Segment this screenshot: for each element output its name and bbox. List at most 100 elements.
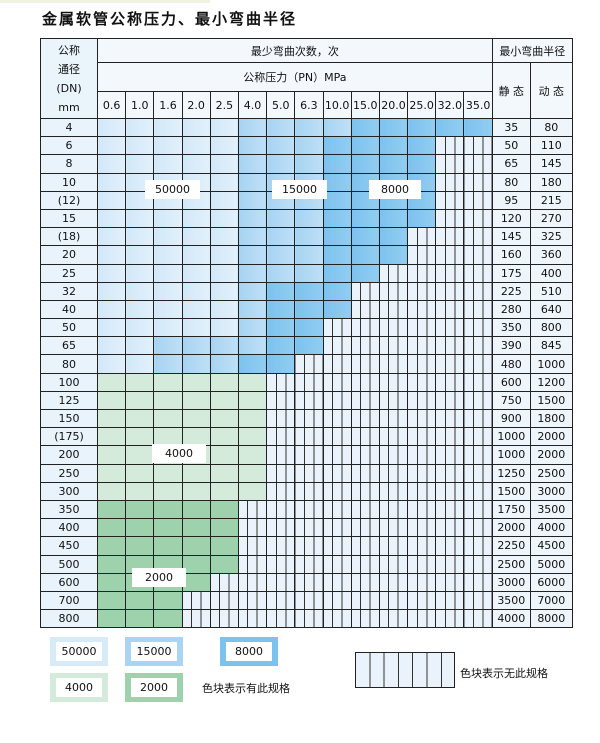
no-spec-cell bbox=[350, 590, 380, 611]
spec-cell bbox=[209, 318, 239, 338]
spec-cell bbox=[294, 336, 324, 356]
table-row: 300 1500 3000 bbox=[40, 481, 573, 501]
spec-cell bbox=[125, 590, 155, 611]
spec-cell bbox=[153, 499, 183, 520]
spec-cell bbox=[237, 408, 268, 429]
no-spec-cell bbox=[435, 427, 465, 447]
no-spec-cell bbox=[407, 263, 437, 283]
table-row: 800 4000 8000 bbox=[40, 609, 573, 629]
no-spec-cell bbox=[407, 354, 437, 374]
pressure-col-header: 4.0 bbox=[237, 91, 268, 119]
no-spec-cell bbox=[463, 536, 493, 556]
no-spec-cell bbox=[350, 281, 380, 301]
no-spec-cell bbox=[237, 572, 268, 592]
spec-cell bbox=[209, 227, 239, 247]
spec-cell bbox=[266, 245, 296, 265]
table-row: 50 350 800 bbox=[40, 318, 573, 338]
dn-cell: 350 bbox=[40, 499, 98, 520]
legend-no-spec-text: 色块表示无此规格 bbox=[460, 667, 548, 680]
static-radius-cell: 2500 bbox=[491, 554, 531, 574]
table-row: 4 35 80 bbox=[40, 117, 573, 138]
no-spec-cell bbox=[463, 481, 493, 501]
no-spec-cell bbox=[266, 518, 296, 538]
no-spec-cell bbox=[322, 354, 352, 374]
no-spec-cell bbox=[435, 463, 465, 483]
no-spec-cell bbox=[407, 518, 437, 538]
table-row: 20 160 360 bbox=[40, 245, 573, 265]
spec-cell bbox=[237, 299, 268, 320]
spec-cell bbox=[322, 208, 352, 229]
pressure-col-header: 6.3 bbox=[294, 91, 324, 119]
spec-cell bbox=[181, 263, 211, 283]
spec-cell bbox=[294, 136, 324, 156]
no-spec-cell bbox=[463, 172, 493, 192]
decorative-top-bar bbox=[0, 0, 210, 3]
no-spec-cell bbox=[322, 499, 352, 520]
spec-cell bbox=[237, 117, 268, 138]
legend-swatch-15000: 15000 bbox=[125, 637, 183, 666]
spec-cell bbox=[125, 245, 155, 265]
spec-cell bbox=[125, 117, 155, 138]
spec-cell bbox=[153, 208, 183, 229]
spec-cell bbox=[153, 245, 183, 265]
static-header: 静 态 bbox=[491, 62, 531, 119]
spec-cell bbox=[125, 354, 155, 374]
dynamic-header: 动 态 bbox=[529, 62, 573, 119]
spec-cell bbox=[209, 499, 239, 520]
dynamic-radius-cell: 640 bbox=[529, 299, 573, 320]
spec-cell bbox=[153, 227, 183, 247]
no-spec-cell bbox=[435, 354, 465, 374]
no-spec-cell bbox=[407, 554, 437, 574]
spec-cell bbox=[294, 117, 324, 138]
spec-cell bbox=[96, 299, 127, 320]
no-spec-cell bbox=[294, 445, 324, 465]
spec-cell bbox=[294, 227, 324, 247]
no-spec-cell bbox=[463, 390, 493, 411]
region-label-2000: 2000 bbox=[132, 568, 186, 587]
spec-cell bbox=[209, 518, 239, 538]
spec-cell bbox=[125, 518, 155, 538]
dn-cell: (18) bbox=[40, 227, 98, 247]
no-spec-cell bbox=[407, 318, 437, 338]
no-spec-cell bbox=[378, 463, 409, 483]
spec-cell bbox=[96, 427, 127, 447]
dn-cell: 100 bbox=[40, 372, 98, 392]
no-spec-cell bbox=[378, 336, 409, 356]
spec-cell bbox=[125, 336, 155, 356]
static-radius-cell: 65 bbox=[491, 154, 531, 174]
spec-cell bbox=[350, 227, 380, 247]
no-spec-cell bbox=[266, 463, 296, 483]
spec-cell bbox=[209, 136, 239, 156]
table-row: 8 65 145 bbox=[40, 154, 573, 174]
dynamic-radius-cell: 1200 bbox=[529, 372, 573, 392]
spec-cell bbox=[125, 499, 155, 520]
table-row: 15 120 270 bbox=[40, 208, 573, 229]
no-spec-cell bbox=[294, 372, 324, 392]
no-spec-cell bbox=[435, 390, 465, 411]
dn-cell: 700 bbox=[40, 590, 98, 611]
spec-cell bbox=[322, 136, 352, 156]
no-spec-cell bbox=[266, 554, 296, 574]
no-spec-cell bbox=[463, 518, 493, 538]
no-spec-cell bbox=[266, 390, 296, 411]
spec-cell bbox=[96, 172, 127, 192]
no-spec-cell bbox=[350, 318, 380, 338]
dynamic-radius-cell: 3000 bbox=[529, 481, 573, 501]
no-spec-cell bbox=[435, 281, 465, 301]
no-spec-cell bbox=[322, 590, 352, 611]
spec-cell bbox=[153, 590, 183, 611]
dynamic-radius-cell: 1500 bbox=[529, 390, 573, 411]
spec-cell bbox=[378, 208, 409, 229]
spec-cell bbox=[209, 190, 239, 210]
legend-hatch-swatch bbox=[355, 652, 455, 688]
spec-cell bbox=[435, 117, 465, 138]
dn-header-line: 通径 bbox=[58, 62, 80, 76]
spec-table: 公称 通径 (DN) mm 最少弯曲次数，次 最小弯曲半径 公称压力（PN）MP… bbox=[40, 38, 573, 629]
no-spec-cell bbox=[322, 572, 352, 592]
spec-cell bbox=[125, 263, 155, 283]
no-spec-cell bbox=[435, 499, 465, 520]
spec-cell bbox=[209, 427, 239, 447]
spec-cell bbox=[153, 408, 183, 429]
spec-cell bbox=[96, 445, 127, 465]
dn-cell: 25 bbox=[40, 263, 98, 283]
